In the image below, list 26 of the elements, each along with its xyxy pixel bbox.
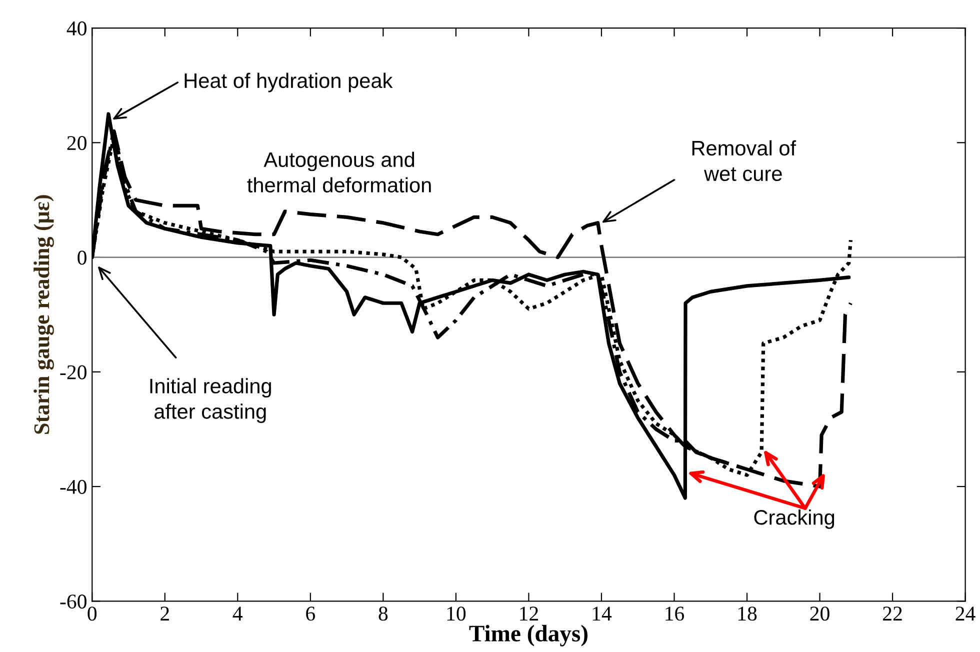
x-tick-label: 22 [883,606,902,620]
y-tick-label: -60 [60,594,86,609]
x-tick-label: 18 [738,606,757,621]
x-tick-label: 14 [592,606,612,620]
x-tick-label: 10 [447,606,466,621]
y-tick-label: 20 [67,136,86,150]
annotation: Removal of wet cure [692,140,796,182]
annotation: Initial reading after casting [150,378,271,423]
x-tick-label: 2 [160,606,169,620]
x-tick-label: 20 [810,606,830,621]
y-tick-label: -20 [60,365,86,380]
x-axis-title: Time (days) [469,624,588,646]
x-tick-label: 16 [666,606,684,621]
annotation: Autogenous and thermal deformation [247,152,431,192]
x-tick-label: 8 [378,606,388,621]
x-tick-label: 24 [956,606,976,620]
x-tick-label: 12 [520,606,538,620]
x-tick-label: 4 [232,606,243,620]
x-tick-label: 6 [306,606,315,621]
y-tick-label: -40 [60,480,86,494]
annotation: Cracking [754,509,834,529]
y-axis-title: Starin gauge reading (με) [34,195,54,434]
y-tick-label: 0 [78,250,86,265]
annotation: Heat of hydration peak [184,72,393,92]
x-tick-label: 0 [88,606,97,621]
y-tick-label: 40 [66,21,86,36]
